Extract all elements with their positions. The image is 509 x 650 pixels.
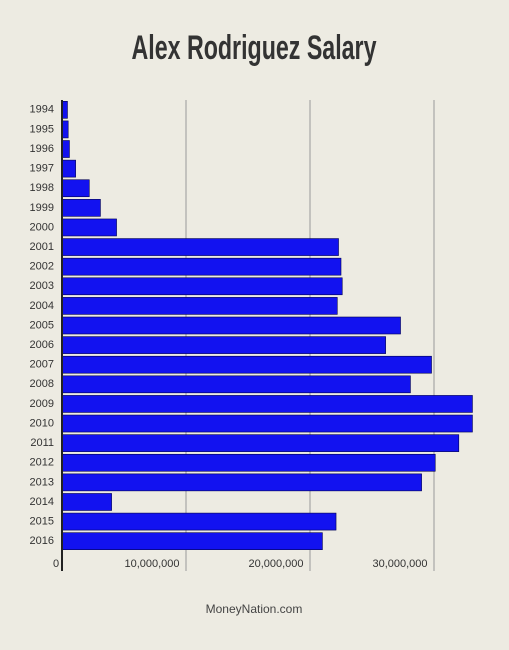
- y-tick-label: 2013: [30, 476, 54, 488]
- y-tick-label: 2005: [30, 319, 54, 331]
- y-tick-label: 2007: [30, 359, 54, 371]
- y-tick-label: 2016: [30, 535, 54, 547]
- bar: [61, 434, 460, 452]
- bar: [61, 473, 422, 492]
- x-tick-label: 0: [53, 558, 59, 570]
- y-tick-label: 2010: [30, 417, 54, 429]
- bar: [61, 140, 70, 158]
- y-tick-label: 1995: [30, 123, 54, 135]
- y-tick-label: 1998: [30, 182, 54, 194]
- bar: [61, 218, 117, 237]
- y-tick-label: 2002: [30, 261, 54, 273]
- y-tick-label: 2001: [30, 241, 54, 253]
- bar: [61, 297, 338, 315]
- bar: [61, 414, 473, 433]
- bar: [61, 532, 323, 550]
- y-tick-label: 2011: [30, 437, 54, 449]
- bar: [61, 493, 112, 511]
- bar: [61, 159, 76, 178]
- y-tick-label: 2003: [30, 280, 54, 292]
- y-tick-label: 2000: [30, 221, 54, 233]
- bar: [61, 395, 473, 413]
- y-tick-label: 2008: [30, 378, 54, 390]
- chart-title: Alex Rodriguez Salary: [132, 29, 377, 67]
- bar: [61, 512, 337, 531]
- bar: [61, 355, 432, 374]
- bar: [61, 179, 90, 198]
- y-tick-label: 2012: [30, 457, 54, 469]
- bar: [61, 316, 401, 335]
- y-tick-label: 1994: [30, 104, 54, 116]
- bar: [61, 375, 411, 394]
- bar: [61, 277, 343, 296]
- y-tick-label: 2006: [30, 339, 54, 351]
- bar: [61, 199, 101, 217]
- x-tick-label: 10,000,000: [124, 558, 179, 570]
- y-tick-label: 2004: [30, 300, 54, 312]
- bar: [61, 257, 342, 276]
- x-tick-label: 20,000,000: [248, 558, 303, 570]
- y-tick-label: 2014: [30, 496, 54, 508]
- y-tick-label: 1999: [30, 202, 54, 214]
- y-tick-label: 1997: [30, 163, 54, 175]
- x-tick-label: 30,000,000: [372, 558, 427, 570]
- y-tick-label: 2015: [30, 515, 54, 527]
- bar: [61, 453, 436, 472]
- bar: [61, 238, 339, 256]
- source: MoneyNation.com: [206, 602, 303, 616]
- y-tick-label: 2009: [30, 398, 54, 410]
- y-tick-label: 1996: [30, 143, 54, 155]
- bar: [61, 336, 386, 354]
